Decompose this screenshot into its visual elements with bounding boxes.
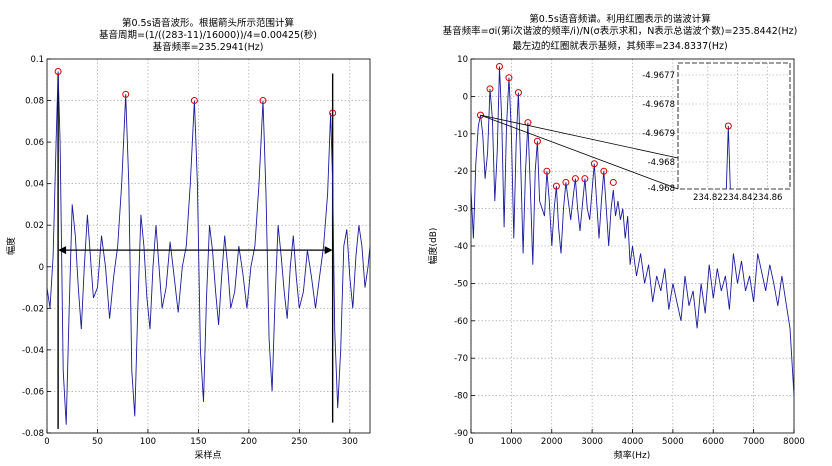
waveform-y-tick-label: 0	[39, 263, 44, 273]
spectrum-harmonic-marker	[495, 62, 503, 70]
waveform-period-arrow	[58, 246, 333, 255]
spectrum-y-tick-label: -40	[454, 242, 468, 252]
waveform-title-line-1: 第0.5s语音波形。根据箭头所示范围计算	[122, 17, 294, 29]
waveform-y-label: 幅度	[5, 237, 17, 255]
spectrum-series-line	[470, 66, 795, 396]
spectrum-chart: 第0.5s语音频谱。利用红圈表示的谐波计算 基音频率=σi(第i次谐波的频率/i…	[427, 13, 805, 461]
spectrum-harmonic-marker	[571, 175, 579, 183]
inset-connector-lines	[480, 114, 679, 190]
waveform-peak-marker	[190, 97, 198, 105]
spectrum-harmonic-marker	[476, 111, 484, 119]
arrow-head-right	[324, 246, 333, 255]
spectrum-x-tick-label: 4000	[622, 437, 644, 447]
inset-x-tick-label: 234.82	[693, 193, 723, 203]
spectrum-harmonic-marker	[543, 167, 551, 175]
waveform-y-tick-label: 0.06	[25, 138, 44, 148]
spectrum-harmonic-marker	[600, 167, 608, 175]
waveform-y-tick-label: 0.04	[25, 180, 44, 190]
spectrum-harmonic-marker	[562, 178, 570, 186]
waveform-x-label: 采样点	[194, 449, 221, 461]
spectrum-x-tick-label: 5000	[662, 437, 684, 447]
spectrum-harmonic-marker	[505, 74, 513, 82]
spectrum-harmonic-marker	[514, 89, 522, 97]
inset-series-line	[725, 125, 731, 190]
waveform-x-ticks: 0 50 100 150 200 250 300	[44, 429, 358, 447]
waveform-y-tick-label: -0.02	[22, 304, 44, 314]
waveform-title-line-3: 基音频率=235.2941(Hz)	[153, 41, 264, 53]
spectrum-title-line-3: 最左边的红圈就表示基频，其频率=234.8337(Hz)	[512, 40, 727, 52]
spectrum-x-tick-label: 6000	[702, 437, 724, 447]
spectrum-y-ticks: -90 -80 -70 -60 -50 -40 -30 -20 -10 0 10	[454, 55, 475, 439]
spectrum-harmonic-markers	[476, 62, 617, 190]
waveform-peak-marker	[54, 67, 62, 75]
spectrum-harmonic-marker	[609, 178, 617, 186]
spectrum-x-tick-label: 2000	[541, 437, 563, 447]
waveform-series-line	[46, 71, 371, 425]
spectrum-title-line-2: 基音频率=σi(第i次谐波的频率/i)/N(σ表示求和，N表示总谐波个数)=23…	[443, 25, 798, 37]
waveform-peak-marker	[259, 97, 267, 105]
inset-y-tick-label: -4.9678	[642, 100, 675, 110]
spectrum-y-tick-label: -10	[454, 130, 468, 140]
inset-y-tick-label: -4.968	[648, 158, 675, 168]
spectrum-y-tick-label: -30	[454, 205, 468, 215]
inset-x-tick-label: 234.84	[723, 193, 753, 203]
spectrum-title-line-1: 第0.5s语音频谱。利用红圈表示的谐波计算	[529, 13, 711, 25]
waveform-y-tick-label: 0.1	[30, 55, 44, 65]
waveform-y-ticks: -0.08 -0.06 -0.04 -0.02 0 0.02 0.04 0.06 0.08 0.1	[22, 55, 51, 439]
waveform-chart: 第0.5s语音波形。根据箭头所示范围计算 基音周期=(1/((283-11)/1…	[5, 17, 371, 461]
waveform-y-tick-label: -0.06	[22, 387, 44, 397]
waveform-peak-marker	[122, 90, 130, 98]
spectrum-x-label: 频率(Hz)	[614, 449, 651, 461]
spectrum-harmonic-marker	[486, 85, 494, 93]
inset-background	[678, 63, 790, 189]
spectrum-y-tick-label: -20	[454, 167, 468, 177]
spectrum-x-tick-label: 3000	[581, 437, 603, 447]
waveform-y-tick-label: 0.08	[25, 97, 44, 107]
arrow-head-left	[58, 246, 67, 255]
spectrum-y-tick-label: 10	[457, 55, 468, 65]
spectrum-y-tick-label: -90	[454, 429, 468, 439]
waveform-y-tick-label: -0.04	[22, 346, 44, 356]
waveform-peak-markers	[54, 67, 337, 117]
waveform-y-tick-label: 0.02	[25, 221, 44, 231]
waveform-y-tick-label: -0.08	[22, 429, 44, 439]
waveform-x-tick-label: 100	[140, 437, 156, 447]
spectrum-harmonic-marker	[552, 182, 560, 190]
spectrum-harmonic-marker	[590, 160, 598, 168]
waveform-x-tick-label: 50	[92, 437, 103, 447]
spectrum-x-ticks: 0 1000 2000 3000 4000 5000 6000 7000 8000	[468, 429, 805, 447]
spectrum-x-tick-label: 0	[468, 437, 473, 447]
spectrum-x-tick-label: 1000	[501, 437, 523, 447]
spectrum-y-label: 幅度(dB)	[427, 228, 439, 265]
zoom-inset: 234.82 234.84 234.86 -4.9677 -4.9678 -4.9679 -…	[642, 62, 791, 203]
spectrum-y-tick-label: -60	[454, 317, 468, 327]
waveform-x-tick-label: 150	[190, 437, 206, 447]
spectrum-y-tick-label: 0	[463, 92, 468, 102]
waveform-peak-marker	[329, 109, 337, 117]
inset-y-tick-label: -4.9679	[642, 129, 675, 139]
spectrum-harmonic-marker	[581, 175, 589, 183]
waveform-x-tick-label: 250	[291, 437, 307, 447]
spectrum-y-tick-label: -70	[454, 354, 468, 364]
spectrum-y-tick-label: -50	[454, 279, 468, 289]
waveform-x-tick-label: 0	[44, 437, 49, 447]
waveform-title-line-2: 基音周期=(1/((283-11)/16000))/4=0.00425(秒)	[99, 29, 317, 41]
inset-frame	[677, 62, 791, 190]
inset-x-tick-label: 234.86	[753, 193, 783, 203]
waveform-x-tick-label: 200	[241, 437, 257, 447]
inset-y-tick-label: -4.968	[648, 184, 675, 194]
inset-fundamental-marker	[724, 122, 732, 130]
inset-connector-upper	[480, 114, 679, 159]
waveform-period-lines	[57, 73, 334, 429]
inset-connector-lower	[480, 114, 679, 190]
spectrum-y-tick-label: -80	[454, 392, 468, 402]
inset-y-tick-label: -4.9677	[642, 71, 675, 81]
spectrum-x-tick-label: 7000	[743, 437, 765, 447]
spectrum-harmonic-marker	[533, 137, 541, 145]
spectrum-x-tick-label: 8000	[783, 437, 805, 447]
waveform-x-tick-label: 300	[342, 437, 358, 447]
